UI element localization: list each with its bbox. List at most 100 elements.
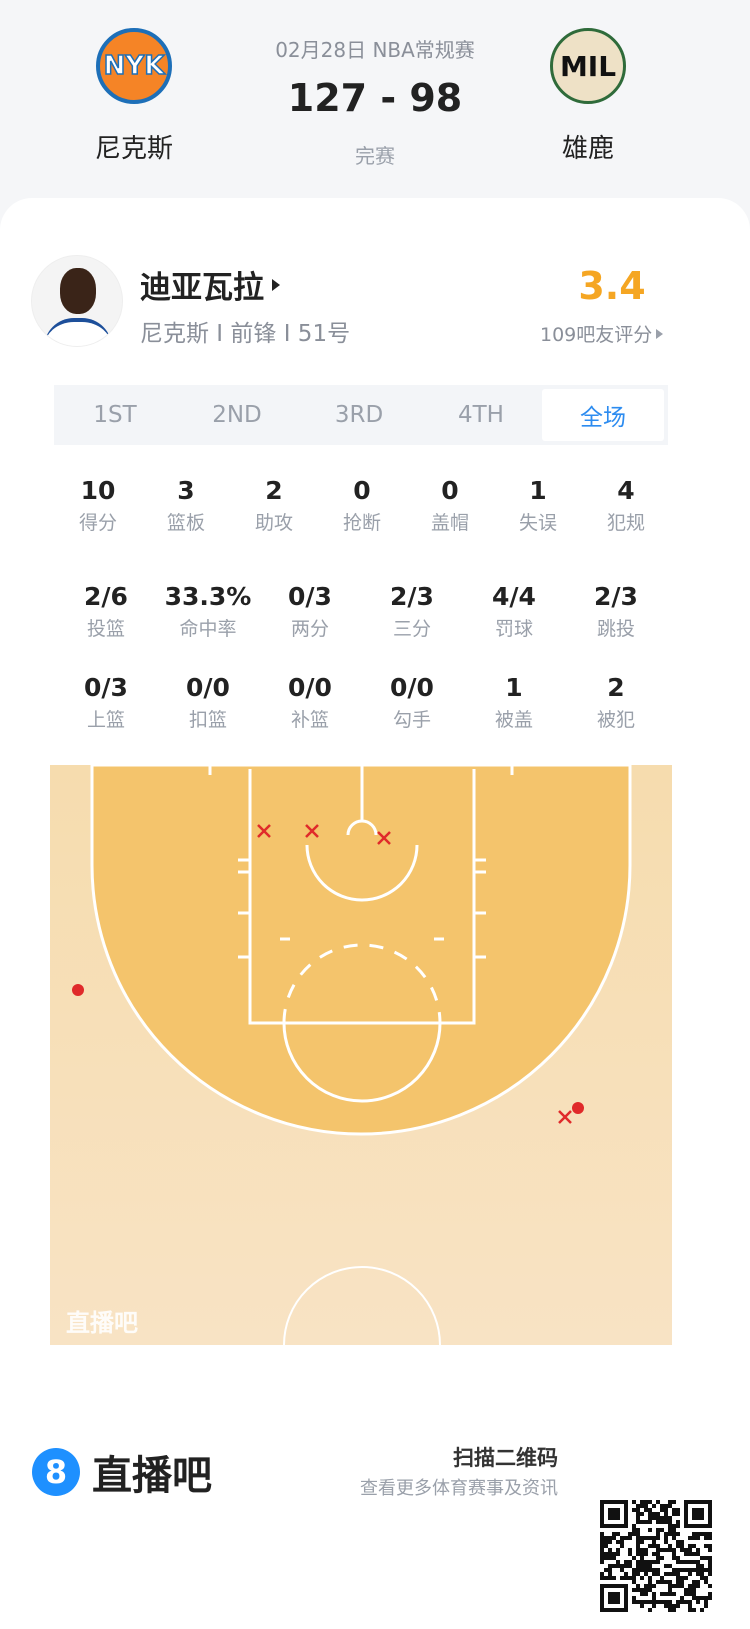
stat-item: 2 助攻: [230, 474, 318, 538]
stat-value: 0: [441, 476, 459, 505]
stat-label: 上篮: [86, 709, 125, 731]
stat-item: 0/3 上篮: [55, 671, 157, 735]
stat-label: 命中率: [179, 618, 237, 640]
missed-shot-marker: [377, 831, 391, 845]
stat-label: 投篮: [86, 618, 125, 640]
qr-code[interactable]: [600, 1500, 712, 1612]
stat-value: 1: [529, 476, 547, 505]
player-avatar[interactable]: [31, 255, 123, 347]
stat-label: 两分: [290, 618, 329, 640]
stat-value: 0/3: [84, 673, 128, 702]
stat-value: 2: [607, 673, 625, 702]
game-score: 127 - 98: [287, 76, 463, 120]
tab-2nd[interactable]: 2ND: [212, 402, 262, 428]
brand-name: 直播吧: [92, 1453, 212, 1499]
stat-label: 跳投: [596, 618, 635, 640]
court-watermark: 直播吧: [66, 1309, 138, 1337]
stat-value: 2/3: [390, 582, 434, 611]
stat-value: 2: [265, 476, 283, 505]
stat-item: 33.3% 命中率: [157, 580, 259, 644]
made-shot-marker: [572, 1102, 584, 1114]
stat-value: 2/6: [84, 582, 128, 611]
home-team-name: 尼克斯: [94, 134, 173, 164]
rating-label: 109吧友评分: [540, 324, 653, 346]
stat-label: 被犯: [596, 709, 635, 731]
stat-value: 2/3: [594, 582, 638, 611]
stat-item: 0/0 勾手: [361, 671, 463, 735]
stat-item: 1 被盖: [463, 671, 565, 735]
three-point-area: [90, 765, 632, 1136]
caret-right-icon: [272, 278, 280, 291]
stat-value: 10: [80, 476, 116, 505]
home-team-logo: NYK: [96, 28, 172, 104]
stat-value: 1: [505, 673, 523, 702]
caret-right-icon: [656, 328, 664, 339]
stat-value: 0/0: [390, 673, 434, 702]
stat-label: 盖帽: [430, 512, 469, 534]
court-lines: [208, 765, 514, 1345]
stat-value: 4/4: [492, 582, 536, 611]
stats-row-shot-types: 0/3 上篮 0/0 扣篮 0/0 补篮 0/0 勾手 1 被盖 2 被犯: [55, 671, 667, 735]
stat-label: 抢断: [342, 512, 381, 534]
stat-item: 0 盖帽: [406, 474, 494, 538]
stat-item: 4 犯规: [582, 474, 670, 538]
made-shot-marker: [72, 984, 84, 996]
home-team[interactable]: NYK 尼克斯: [54, 28, 214, 165]
stat-value: 0/3: [288, 582, 332, 611]
scan-subtitle: 查看更多体育赛事及资讯: [360, 1478, 558, 1499]
home-logo-text: NYK: [103, 50, 165, 82]
shot-markers: [72, 824, 584, 1124]
away-team-logo: MIL: [550, 28, 626, 104]
shot-chart: 直播吧: [50, 765, 672, 1345]
stat-label: 三分: [392, 618, 431, 640]
period-tabs: 1ST 2ND 3RD 4TH 全场: [54, 385, 668, 445]
stat-item: 1 失误: [494, 474, 582, 538]
stat-item: 2 被犯: [565, 671, 667, 735]
stat-label: 勾手: [392, 709, 431, 731]
missed-shot-marker: [257, 824, 271, 838]
stat-label: 犯规: [606, 512, 645, 534]
stat-item: 2/3 三分: [361, 580, 463, 644]
missed-shot-marker: [305, 824, 319, 838]
tab-full-game[interactable]: 全场: [542, 389, 664, 441]
stat-value: 3: [177, 476, 195, 505]
stat-item: 0/3 两分: [259, 580, 361, 644]
tab-3rd[interactable]: 3RD: [334, 402, 384, 428]
stat-item: 3 篮板: [142, 474, 230, 538]
away-logo-text: MIL: [559, 49, 617, 83]
stat-label: 被盖: [494, 709, 533, 731]
brand-logo: 8 直播吧: [32, 1443, 212, 1501]
stats-row-basic: 10 得分 3 篮板 2 助攻 0 抢断 0 盖帽 1 失误 4 犯规: [54, 474, 670, 538]
stat-value: 0/0: [186, 673, 230, 702]
player-info: 尼克斯 I 前锋 I 51号: [140, 321, 351, 347]
stat-label: 失误: [518, 512, 557, 534]
stat-label: 罚球: [494, 618, 533, 640]
stat-label: 扣篮: [188, 709, 227, 731]
player-name-link[interactable]: 迪亚瓦拉: [140, 262, 280, 307]
stats-row-shooting: 2/6 投篮 33.3% 命中率 0/3 两分 2/3 三分 4/4 罚球 2/3 跳投: [55, 580, 667, 644]
stat-item: 0/0 扣篮: [157, 671, 259, 735]
away-team[interactable]: MIL 雄鹿: [508, 28, 668, 165]
stat-label: 助攻: [254, 512, 293, 534]
stat-value: 4: [617, 476, 635, 505]
tab-4th[interactable]: 4TH: [458, 402, 504, 428]
stat-item: 0 抢断: [318, 474, 406, 538]
game-date-league: 02月28日 NBA常规赛: [275, 38, 475, 62]
tab-1st[interactable]: 1ST: [93, 402, 137, 428]
stat-item: 2/3 跳投: [565, 580, 667, 644]
stat-label: 篮板: [166, 512, 205, 534]
brand-8-icon: 8: [32, 1448, 80, 1496]
rating-link[interactable]: 109吧友评分: [540, 320, 664, 347]
missed-shot-marker: [558, 1110, 572, 1124]
player-rating: 3.4: [578, 264, 646, 308]
stat-value: 33.3%: [164, 582, 252, 611]
stat-item: 0/0 补篮: [259, 671, 361, 735]
player-name: 迪亚瓦拉: [140, 270, 264, 306]
stat-value: 0/0: [288, 673, 332, 702]
stat-label: 补篮: [290, 709, 329, 731]
game-status: 完赛: [355, 144, 395, 168]
away-team-name: 雄鹿: [561, 134, 614, 164]
stat-item: 4/4 罚球: [463, 580, 565, 644]
scan-title: 扫描二维码: [453, 1446, 558, 1470]
stat-label: 得分: [78, 512, 117, 534]
